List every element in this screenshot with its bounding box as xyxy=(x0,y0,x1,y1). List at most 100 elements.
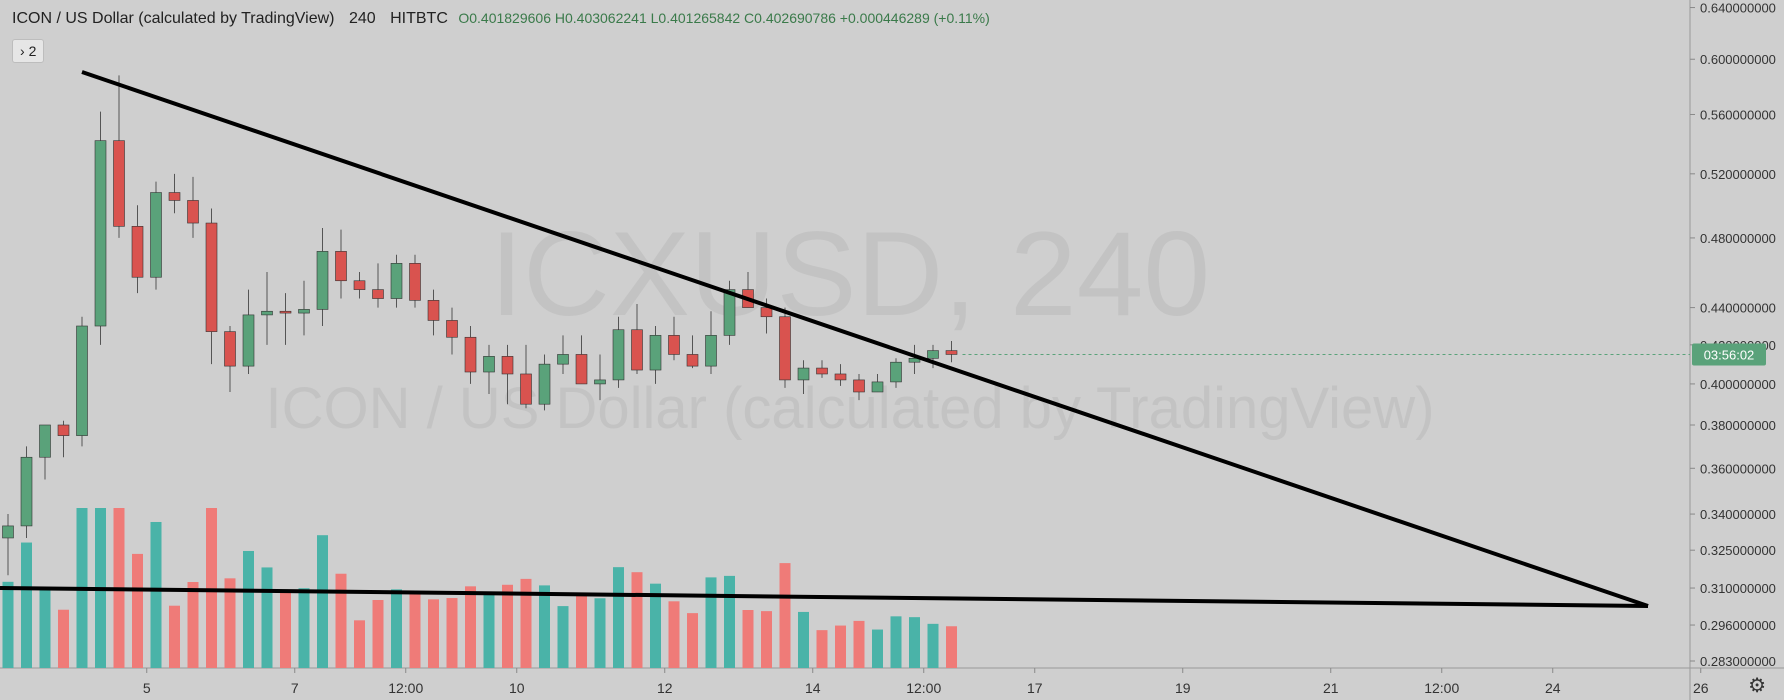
candle-body xyxy=(927,350,939,359)
candle-body xyxy=(594,379,606,385)
volume-bar xyxy=(872,629,883,668)
candle-body xyxy=(945,350,958,355)
price-tick-label: 0.560000000 xyxy=(1700,107,1776,122)
volume-bar xyxy=(594,598,606,668)
volume-bar xyxy=(224,578,236,668)
candle-body xyxy=(427,300,440,321)
candle-body xyxy=(834,373,847,381)
candle-body xyxy=(279,310,292,314)
candle-body xyxy=(501,356,514,375)
price-tick-label: 0.480000000 xyxy=(1700,231,1776,246)
candle-body xyxy=(779,316,791,381)
time-tick-label: 17 xyxy=(1027,680,1043,696)
ohlc-values: O0.401829606 H0.403062241 L0.401265842 C… xyxy=(458,10,990,26)
candle-body xyxy=(890,361,902,383)
candle-body xyxy=(871,381,884,393)
price-tick-label: 0.310000000 xyxy=(1700,581,1776,596)
volume-bar xyxy=(705,577,717,668)
countdown-label: 03:56:02 xyxy=(1704,347,1755,362)
candle-body xyxy=(612,329,625,381)
volume-bar xyxy=(687,613,698,668)
indicator-toggle-button[interactable]: › 2 xyxy=(12,39,45,63)
volume-bar xyxy=(206,508,217,668)
volume-bar xyxy=(132,553,143,668)
time-tick-label: 7 xyxy=(291,680,299,696)
time-tick-label: 26 xyxy=(1693,680,1709,696)
candle-body xyxy=(686,354,699,367)
volume-bar xyxy=(816,630,828,668)
volume-bar xyxy=(465,586,476,668)
time-tick-label: 10 xyxy=(509,680,525,696)
candle-body xyxy=(649,335,662,371)
candle-body xyxy=(631,329,643,371)
candle-body xyxy=(816,367,828,375)
volume-bar xyxy=(520,578,532,668)
symbol-legend: ICON / US Dollar (calculated by TradingV… xyxy=(12,10,990,28)
time-tick-label: 12:00 xyxy=(906,680,941,696)
volume-bar xyxy=(853,620,865,668)
candle-body xyxy=(298,309,310,314)
volume-bar xyxy=(631,572,643,668)
volume-bar xyxy=(372,600,384,668)
volume-bar xyxy=(58,609,69,668)
price-tick-label: 0.360000000 xyxy=(1700,461,1776,476)
candle-body xyxy=(390,263,403,299)
candle-body xyxy=(723,289,736,336)
candle-body xyxy=(20,456,33,527)
price-tick-label: 0.440000000 xyxy=(1700,301,1776,316)
volume-bar xyxy=(539,585,550,668)
volume-bar xyxy=(650,583,661,668)
candle-body xyxy=(168,192,181,201)
price-tick-label: 0.600000000 xyxy=(1700,52,1776,67)
volume-bar xyxy=(21,542,32,668)
price-tick-label: 0.283000000 xyxy=(1700,654,1776,669)
price-tick-label: 0.640000000 xyxy=(1700,1,1776,16)
time-tick-label: 24 xyxy=(1545,680,1561,696)
volume-bar xyxy=(39,588,51,668)
volume-bar xyxy=(280,592,291,668)
settings-gear-icon[interactable]: ⚙ xyxy=(1748,675,1766,697)
candle-body xyxy=(2,525,14,539)
candle-body xyxy=(520,373,532,405)
candle-body xyxy=(131,226,144,278)
candle-body xyxy=(150,192,162,278)
volume-bar xyxy=(502,584,513,668)
volume-bar xyxy=(668,601,680,668)
chevron-right-icon: › xyxy=(20,43,25,59)
volume-bar xyxy=(927,623,939,668)
volume-bar xyxy=(428,599,439,668)
time-tick-label: 12 xyxy=(657,680,673,696)
volume-bar xyxy=(909,617,920,668)
candle-body xyxy=(797,367,810,381)
candle-body xyxy=(575,354,588,385)
candle-body xyxy=(353,280,366,290)
candle-body xyxy=(242,314,255,367)
volume-bar xyxy=(779,563,791,668)
candle-body xyxy=(483,356,495,373)
volume-bar xyxy=(243,550,254,668)
candle-body xyxy=(76,325,88,436)
volume-bar xyxy=(576,595,587,668)
candle-body xyxy=(316,251,329,310)
candle-body xyxy=(187,200,199,224)
candle-body xyxy=(261,310,273,316)
price-tick-label: 0.296000000 xyxy=(1700,618,1776,633)
volume-bar xyxy=(761,611,772,668)
candle-body xyxy=(113,140,125,227)
candle-body xyxy=(39,424,51,458)
watermark-subtitle: ICON / US Dollar (calculated by TradingV… xyxy=(265,376,1434,441)
support-trendline xyxy=(0,586,1649,608)
candle-body xyxy=(705,335,717,367)
volume-bar xyxy=(613,567,624,668)
volume-bar xyxy=(187,582,199,668)
volume-bar xyxy=(835,625,846,668)
watermark-title: ICXUSD, 240 xyxy=(490,207,1210,341)
candle-body xyxy=(538,363,551,405)
volume-bar xyxy=(742,610,754,668)
volume-bar xyxy=(446,598,458,668)
time-tick-label: 21 xyxy=(1323,680,1339,696)
volume-bar xyxy=(354,620,365,668)
time-tick-label: 14 xyxy=(805,680,821,696)
